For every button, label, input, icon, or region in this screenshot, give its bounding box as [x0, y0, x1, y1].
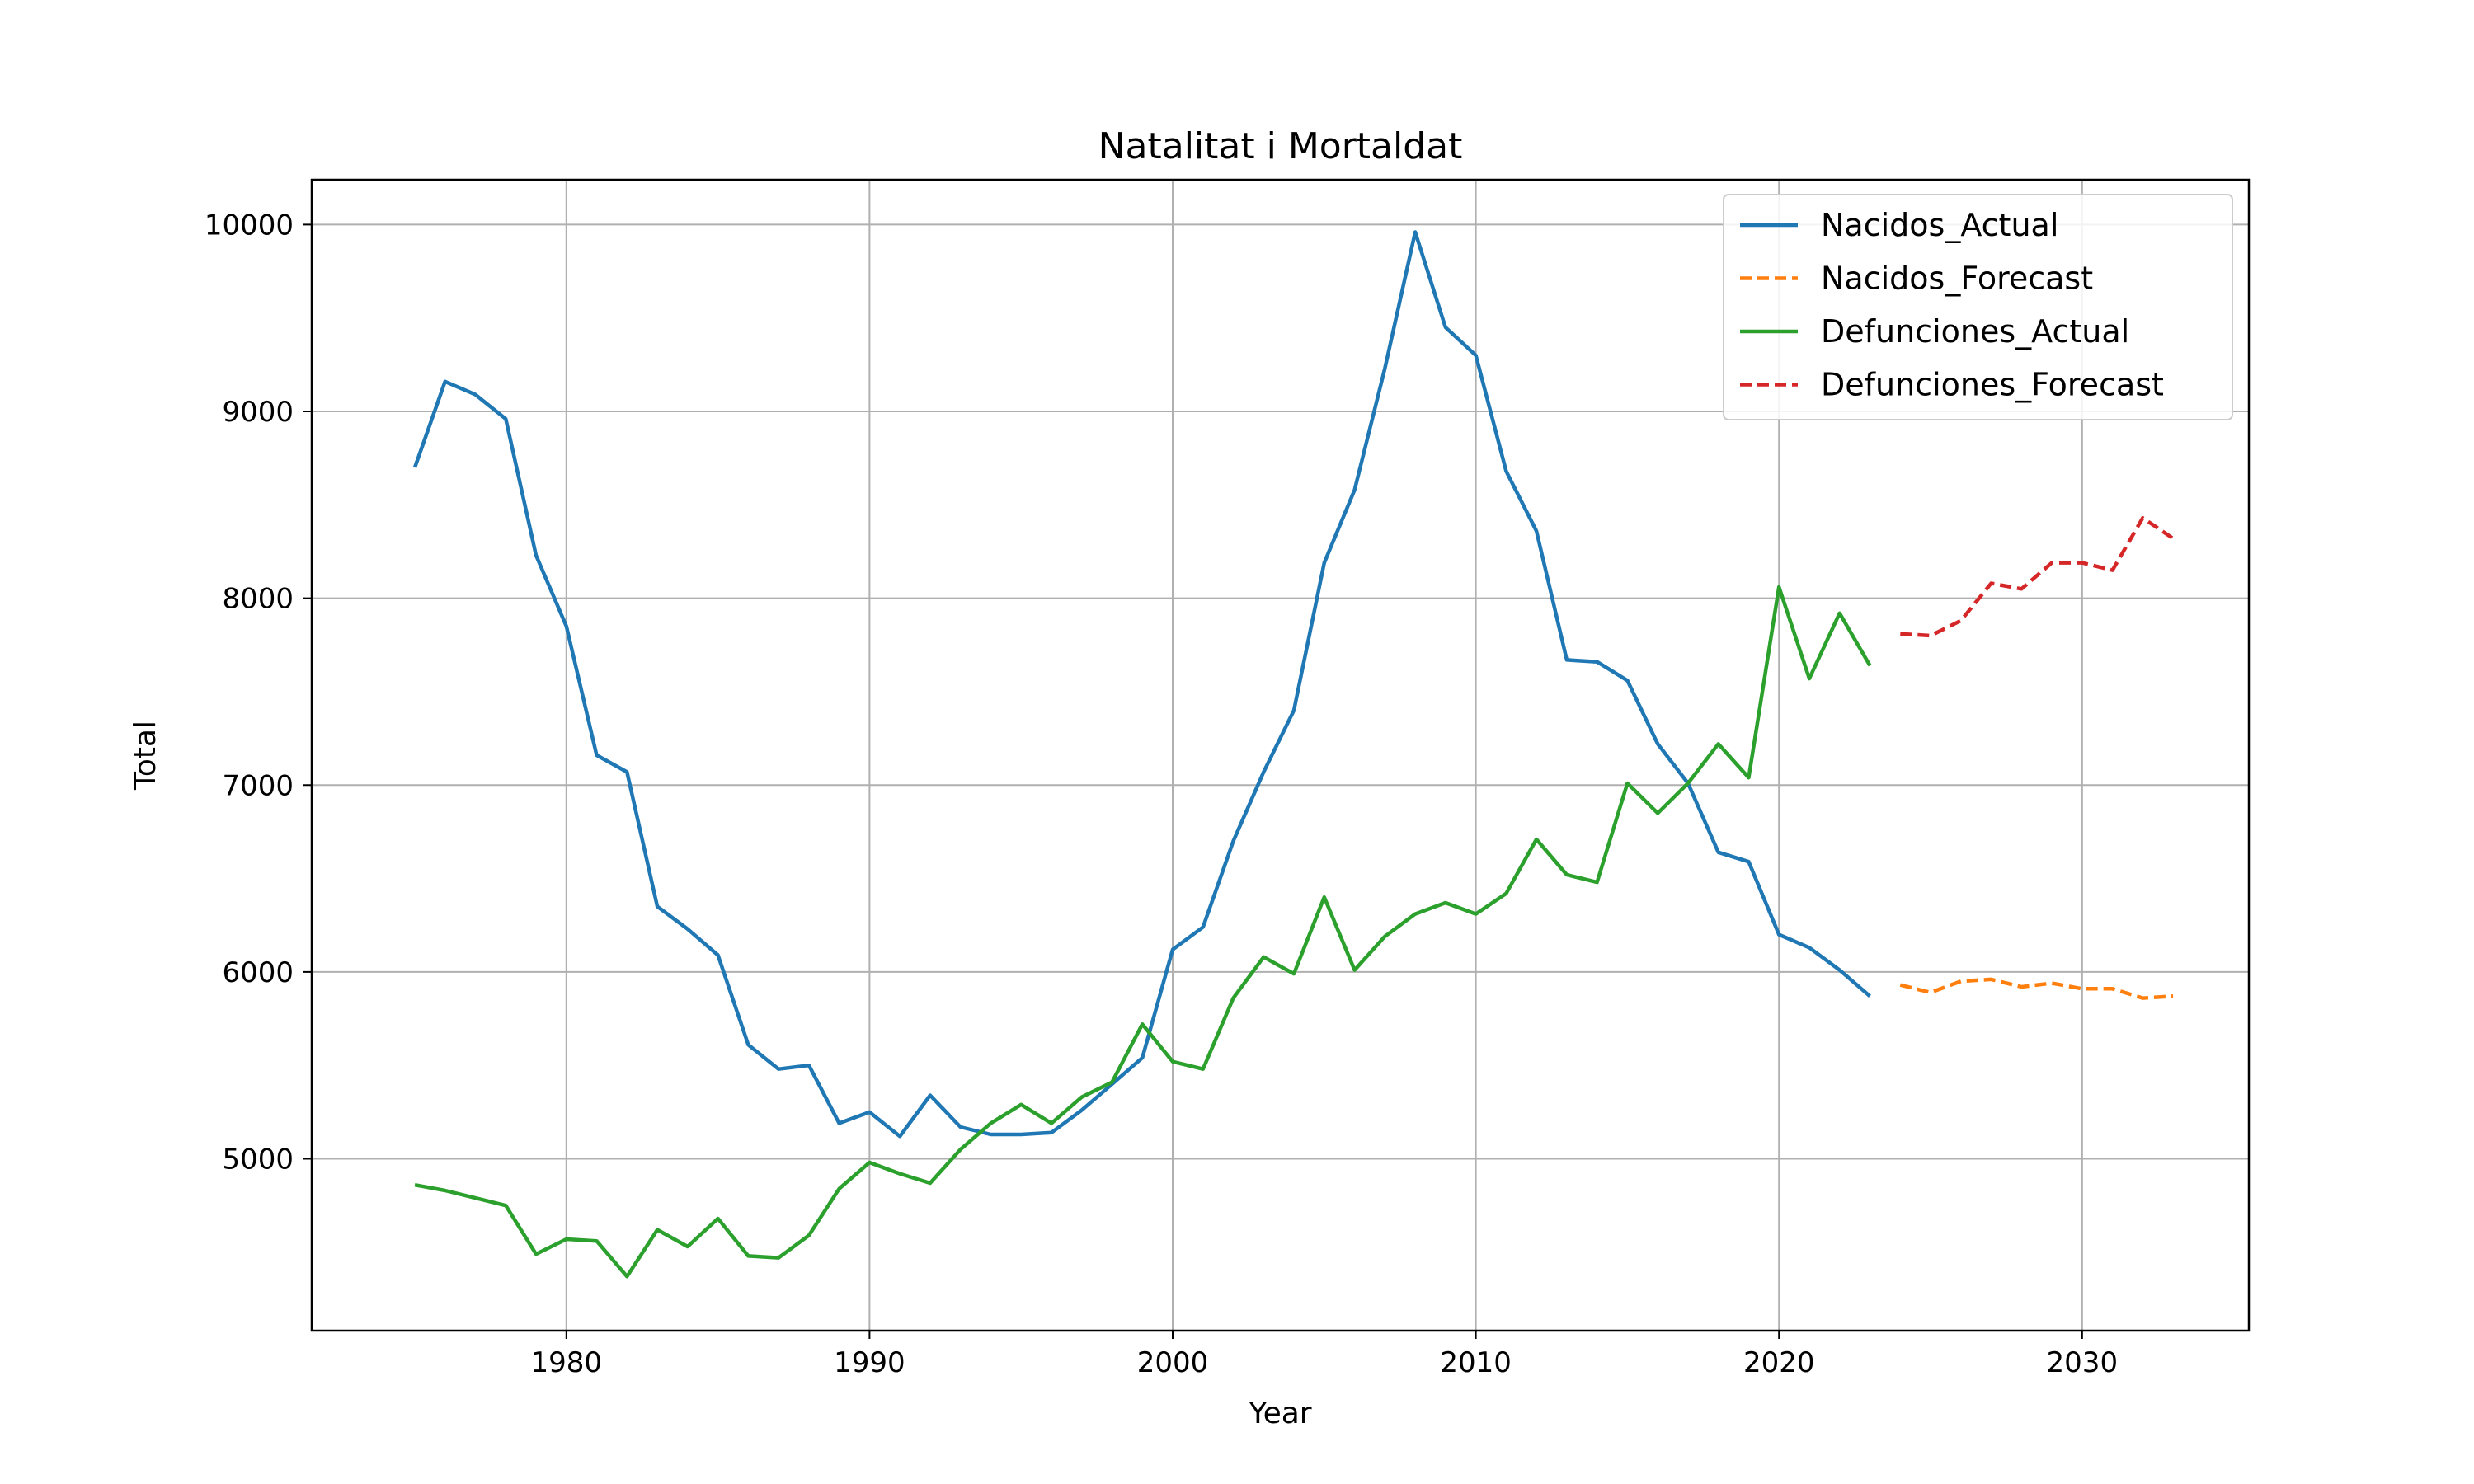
series-line-defunciones-forecast [1900, 515, 2175, 638]
axis-ticks: 1980 1990 2000 2010 2020 2030 5000 6000 7000 8000… [205, 209, 2118, 1379]
legend-box [1723, 194, 2233, 420]
series-layer [412, 230, 2175, 1279]
y-tick-label: 7000 [222, 769, 294, 802]
x-axis-label: Year [1248, 1397, 1311, 1430]
y-tick-label: 10000 [205, 209, 294, 242]
x-tick-label: 1980 [531, 1346, 603, 1379]
legend: Nacidos_Actual Nacidos_Forecast Defuncione… [1723, 194, 2233, 420]
chart-title: Natalitat i Mortaldat [1098, 125, 1463, 167]
x-tick-label: 2000 [1137, 1346, 1209, 1379]
y-axis-label: Total [129, 721, 162, 791]
plot-frame [310, 178, 2251, 1332]
series-line-defunciones-actual [414, 585, 1872, 1279]
y-tick-label: 6000 [222, 956, 294, 989]
legend-label: Defunciones_Forecast [1821, 367, 2164, 403]
legend-label: Defunciones_Actual [1821, 313, 2129, 350]
x-tick-label: 2030 [2047, 1346, 2119, 1379]
y-tick-label: 8000 [222, 583, 294, 616]
y-tick-label: 9000 [222, 396, 294, 429]
y-tick-label: 5000 [222, 1144, 294, 1176]
legend-label: Nacidos_Actual [1821, 207, 2058, 243]
series-line-nacidos-actual [412, 230, 1871, 1139]
x-tick-label: 2010 [1440, 1346, 1512, 1379]
legend-label: Nacidos_Forecast [1821, 261, 2093, 297]
series-line-nacidos-forecast [1899, 977, 2174, 1000]
x-tick-label: 1990 [834, 1346, 905, 1379]
x-tick-label: 2020 [1743, 1346, 1815, 1379]
